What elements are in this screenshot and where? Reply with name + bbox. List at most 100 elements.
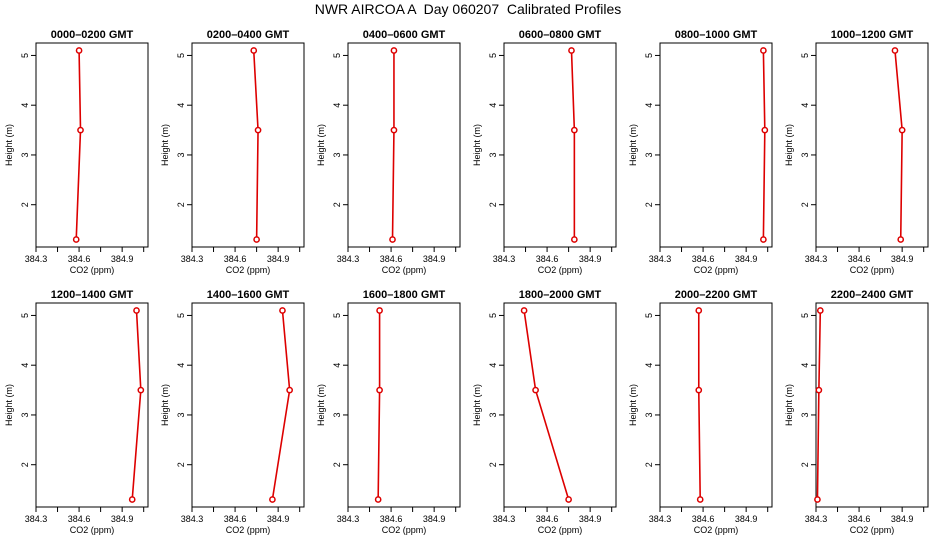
x-tick-label: 384.3 [25,514,48,524]
x-axis-label: CO2 (ppm) [694,525,739,535]
x-tick-label: 384.3 [493,514,516,524]
data-point [532,386,539,394]
y-axis-label: Height (m) [784,124,794,166]
plot-frame [503,302,617,508]
profile-line [697,310,702,500]
y-tick-label: 3 [332,152,342,157]
y-tick-label: 5 [176,313,186,318]
data-point [897,236,905,243]
panel-title: 1200–1400 GMT [51,289,134,301]
data-point [376,386,383,394]
y-tick-label: 5 [488,53,498,58]
data-point [254,126,262,134]
data-point [250,47,258,54]
y-tick-label: 3 [176,152,186,157]
data-point [286,386,293,394]
x-tick-label: 384.9 [111,254,134,264]
x-axis-label: CO2 (ppm) [70,265,115,275]
y-tick-label: 2 [644,462,654,467]
y-tick-label: 2 [488,202,498,207]
data-point [815,386,823,394]
y-axis-label: Height (m) [160,384,170,426]
x-tick-label: 384.9 [735,254,758,264]
y-tick-label: 3 [488,152,498,157]
y-tick-label: 5 [800,53,810,58]
x-tick-label: 384.9 [267,514,290,524]
x-tick-label: 384.9 [111,514,134,524]
x-tick-label: 384.9 [735,514,758,524]
data-point [77,126,84,134]
panel-title: 0000–0200 GMT [51,29,134,41]
y-tick-label: 3 [332,412,342,417]
plot-frame [347,302,461,508]
x-tick-label: 384.3 [181,514,204,524]
plot-frame [659,302,773,508]
plot-frame [815,42,929,248]
data-point [269,496,276,503]
y-tick-label: 3 [488,412,498,417]
panel-title: 0400–0600 GMT [363,29,446,41]
x-tick-label: 384.3 [649,254,672,264]
x-tick-label: 384.6 [692,254,715,264]
panel-title: 2000–2200 GMT [675,289,758,301]
y-tick-label: 2 [488,462,498,467]
data-point [565,496,572,503]
profile-line [894,50,903,240]
y-tick-label: 5 [800,313,810,318]
y-tick-label: 2 [20,462,30,467]
y-tick-label: 3 [644,152,654,157]
x-tick-label: 384.3 [805,254,828,264]
x-axis-label: CO2 (ppm) [382,525,427,535]
panel-title: 0600–0800 GMT [519,29,602,41]
x-tick-label: 384.6 [848,254,871,264]
profile-line [816,310,822,500]
data-point [389,236,396,243]
y-axis-label: Height (m) [628,384,638,426]
y-tick-label: 2 [800,462,810,467]
x-tick-label: 384.9 [579,514,602,524]
y-tick-label: 3 [800,152,810,157]
y-tick-label: 5 [332,53,342,58]
x-axis-label: CO2 (ppm) [538,265,583,275]
x-tick-label: 384.6 [380,254,403,264]
data-point [898,126,906,134]
y-tick-label: 3 [20,412,30,417]
y-axis-label: Height (m) [628,124,638,166]
profile-line [523,310,570,500]
y-tick-label: 4 [488,103,498,108]
y-tick-label: 4 [20,363,30,368]
data-point [128,496,136,503]
plot-frame [503,42,617,248]
data-point [571,236,578,243]
x-tick-label: 384.3 [181,254,204,264]
x-axis-label: CO2 (ppm) [538,525,583,535]
y-tick-label: 3 [800,412,810,417]
x-tick-label: 384.9 [423,514,446,524]
x-tick-label: 384.6 [68,514,91,524]
data-point [760,236,767,243]
x-tick-label: 384.3 [337,254,360,264]
panel-title: 0200–0400 GMT [207,29,290,41]
figure-title: NWR AIRCOA A Day 060207 Calibrated Profi… [314,1,622,17]
data-point [891,47,899,54]
data-point [390,47,398,54]
data-point [520,307,528,314]
x-axis-label: CO2 (ppm) [226,525,271,535]
y-tick-label: 4 [20,103,30,108]
y-tick-label: 4 [800,363,810,368]
x-axis-label: CO2 (ppm) [850,525,895,535]
x-axis-label: CO2 (ppm) [226,265,271,275]
y-tick-label: 4 [332,103,342,108]
profile-line [570,50,576,240]
data-point [695,386,703,394]
profile-line [762,50,766,240]
y-tick-label: 5 [488,313,498,318]
x-tick-label: 384.3 [493,254,516,264]
